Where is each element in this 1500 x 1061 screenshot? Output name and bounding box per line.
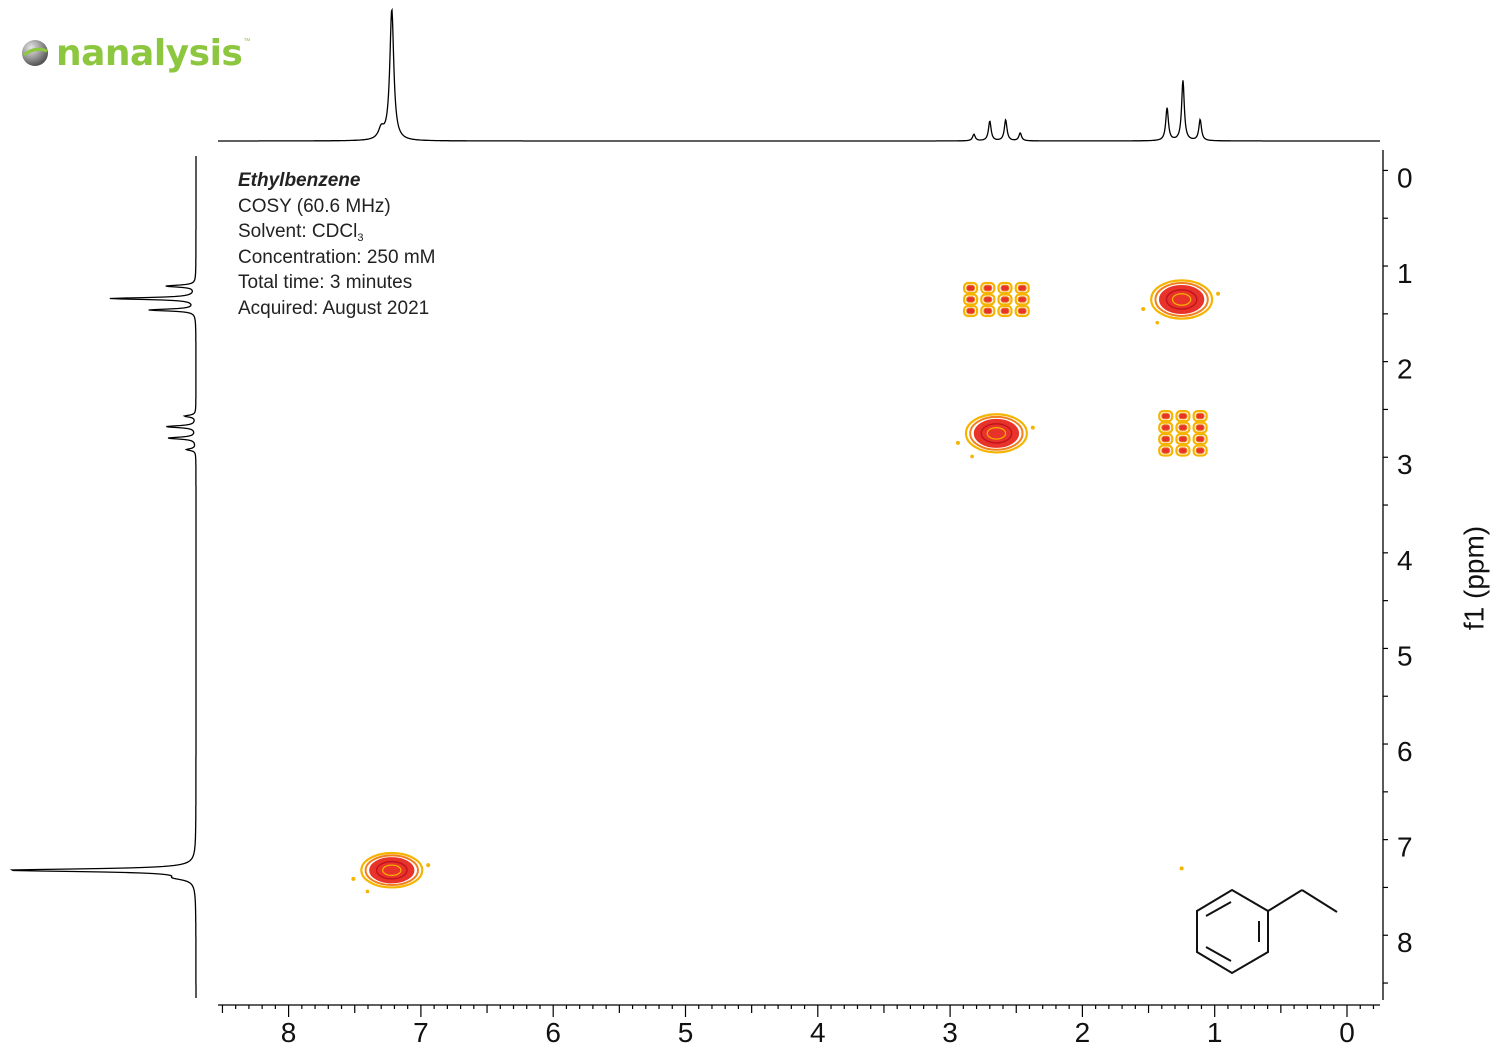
compound-name: Ethylbenzene [238,170,361,191]
left-projection-spectrum [9,156,197,998]
y-tick-label: 2 [1397,354,1413,385]
diagonal-peak [351,851,431,894]
concentration-line: Concentration: 250 mM [238,246,436,268]
artifact-dot [1179,866,1184,871]
x-tick-label: 8 [281,1017,297,1048]
experiment-line: COSY (60.6 MHz) [238,195,391,217]
top-projection-spectrum [218,7,1380,142]
solvent-line: Solvent: CDCl3 [238,221,364,244]
x-tick-label: 2 [1075,1017,1091,1048]
acquired-line: Acquired: August 2021 [238,297,430,319]
x-tick-label: 5 [678,1017,694,1048]
diagonal-peak [1141,279,1221,325]
y-tick-label: 4 [1397,545,1413,576]
x-axis-ticks: 8 7 6 5 4 3 2 1 0 [221,1005,1375,1048]
x-tick-label: 6 [545,1017,561,1048]
y-tick-label: 7 [1397,832,1413,863]
diagonal-peak [955,413,1035,459]
y-tick-label: 1 [1397,258,1413,289]
y-tick-label: 0 [1397,162,1413,193]
y-tick-label: 8 [1397,927,1413,958]
contour-cross-peaks [351,279,1221,894]
logo-sphere-icon [22,40,48,66]
x-tick-label: 7 [413,1017,429,1048]
y-axis-ticks: 0 1 2 3 4 5 6 7 8 [1383,162,1413,984]
cross-peak [963,281,1030,318]
y-tick-label: 3 [1397,449,1413,480]
y-axis-label: f1 (ppm) [1458,526,1489,630]
sample-info: Ethylbenzene COSY (60.6 MHz) Solvent: CD… [238,168,436,321]
y-tick-label: 6 [1397,736,1413,767]
logo-text: nanalysis [56,32,243,74]
x-tick-label: 0 [1339,1017,1355,1048]
ethylbenzene-structure-icon [1196,888,1338,975]
x-tick-label: 3 [942,1017,958,1048]
logo-trademark: ™ [243,38,251,45]
y-tick-label: 5 [1397,640,1413,671]
x-tick-label: 4 [810,1017,826,1048]
cross-peak [1158,410,1208,457]
x-tick-label: 1 [1207,1017,1223,1048]
nanalysis-logo: nanalysis ™ [20,28,250,78]
total-time-line: Total time: 3 minutes [238,272,413,293]
